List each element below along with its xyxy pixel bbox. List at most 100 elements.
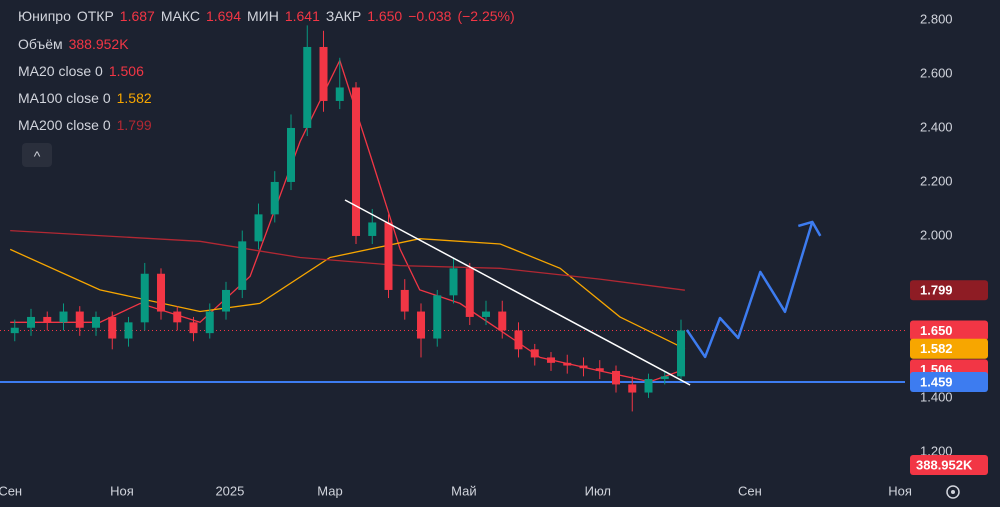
change-pct: (−2.25%)	[457, 8, 515, 24]
volume-tag	[910, 455, 988, 475]
candle-body	[595, 368, 604, 371]
candle-body	[27, 316, 36, 328]
candle-body	[579, 365, 588, 369]
y-tick-label: 2.400	[920, 119, 953, 134]
projection-arrowhead	[797, 220, 822, 237]
moving-average-line	[9, 238, 686, 350]
candle-body	[92, 316, 101, 328]
candle-body	[628, 384, 637, 393]
candle-body	[157, 273, 166, 312]
x-tick-label: Сен	[0, 483, 22, 498]
collapse-legend-button[interactable]: ^	[22, 143, 52, 167]
ma-name: MA200 close 0	[18, 117, 111, 133]
trendline	[344, 199, 691, 386]
y-tick-label: 2.200	[920, 173, 953, 188]
price-tag-label: 1.650	[920, 323, 953, 338]
ma-legend: MA20 close 0 1.506	[18, 63, 144, 79]
candle-body	[417, 311, 426, 339]
volume-title: Объём	[18, 36, 63, 52]
y-tick-label: 2.000	[920, 227, 953, 242]
candle-body	[433, 295, 442, 339]
candle-body	[465, 268, 474, 317]
y-tick-label: 1.200	[920, 443, 953, 458]
candle-body	[10, 327, 19, 334]
candle-body	[677, 330, 686, 377]
price-tag	[910, 338, 988, 359]
price-tag	[910, 372, 988, 393]
price-tag-label: 1.582	[920, 341, 953, 356]
candle-body	[108, 316, 117, 339]
symbol: Юнипро	[18, 8, 71, 24]
candle-body	[189, 322, 198, 334]
settings-icon[interactable]	[946, 485, 960, 499]
ma-name: MA100 close 0	[18, 90, 111, 106]
candle-body	[254, 214, 263, 242]
candle-body	[303, 46, 312, 128]
candle-body	[75, 311, 84, 328]
candle-body	[482, 311, 491, 317]
projection-path	[685, 221, 814, 359]
candle-body	[205, 311, 214, 334]
candle-body	[173, 311, 182, 323]
field-value: 1.641	[284, 8, 320, 24]
price-tag	[910, 320, 988, 341]
x-tick-label: Ноя	[110, 483, 134, 498]
candle-body	[43, 316, 52, 323]
x-tick-label: 2025	[215, 483, 244, 498]
candle-body	[644, 379, 653, 393]
candle-body	[335, 87, 344, 101]
candle-body	[660, 376, 669, 380]
ma-value: 1.582	[116, 90, 152, 106]
candle-body	[352, 87, 361, 236]
y-tick-label: 2.600	[920, 65, 953, 80]
price-tag-label: 1.459	[920, 374, 953, 389]
candle-body	[400, 289, 409, 312]
candle-body	[59, 311, 68, 323]
field-label: ЗАКР	[325, 8, 362, 24]
candle-body	[530, 349, 539, 358]
volume-tag-label: 388.952K	[916, 457, 973, 472]
candle-body	[222, 289, 231, 312]
candle-body	[498, 311, 507, 331]
candle-body	[319, 46, 328, 101]
x-tick-label: Мар	[317, 483, 342, 498]
candle-body	[547, 357, 556, 363]
candle-body	[270, 181, 279, 215]
price-tag	[910, 280, 988, 301]
field-value: 1.650	[367, 8, 403, 24]
moving-average-line	[10, 229, 685, 291]
ma-legend: MA200 close 0 1.799	[18, 117, 152, 133]
volume-legend: Объём 388.952K	[18, 36, 129, 52]
ohlc-legend: Юнипро ОТКР 1.687 МАКС 1.694 МИН 1.641 ЗАКР…	[18, 8, 515, 24]
ma-value: 1.799	[116, 117, 152, 133]
y-tick-label: 2.800	[920, 11, 953, 26]
candle-body	[612, 370, 621, 385]
ma-name: MA20 close 0	[18, 63, 103, 79]
candle-body	[563, 362, 572, 366]
volume-value: 388.952K	[68, 36, 129, 52]
gear[interactable]	[946, 485, 960, 499]
change: −0.038	[408, 8, 452, 24]
x-tick-label: Май	[451, 483, 476, 498]
candle-body	[384, 222, 393, 290]
candle-body	[140, 273, 149, 323]
candle-body	[287, 127, 296, 182]
candle-body	[124, 322, 133, 339]
y-tick-label: 1.400	[920, 389, 953, 404]
candle-body	[514, 330, 523, 350]
field-label: МАКС	[160, 8, 200, 24]
ma-legend: MA100 close 0 1.582	[18, 90, 152, 106]
x-tick-label: Сен	[738, 483, 762, 498]
gear-center[interactable]	[951, 490, 955, 494]
field-value: 1.687	[119, 8, 155, 24]
candle-body	[238, 241, 247, 290]
price-tag-label: 1.799	[920, 283, 953, 298]
x-tick-label: Июл	[585, 483, 611, 498]
candle-body	[368, 222, 377, 236]
field-value: 1.694	[205, 8, 241, 24]
candle-body	[449, 268, 458, 296]
x-tick-label: Ноя	[888, 483, 912, 498]
field-label: ОТКР	[76, 8, 114, 24]
